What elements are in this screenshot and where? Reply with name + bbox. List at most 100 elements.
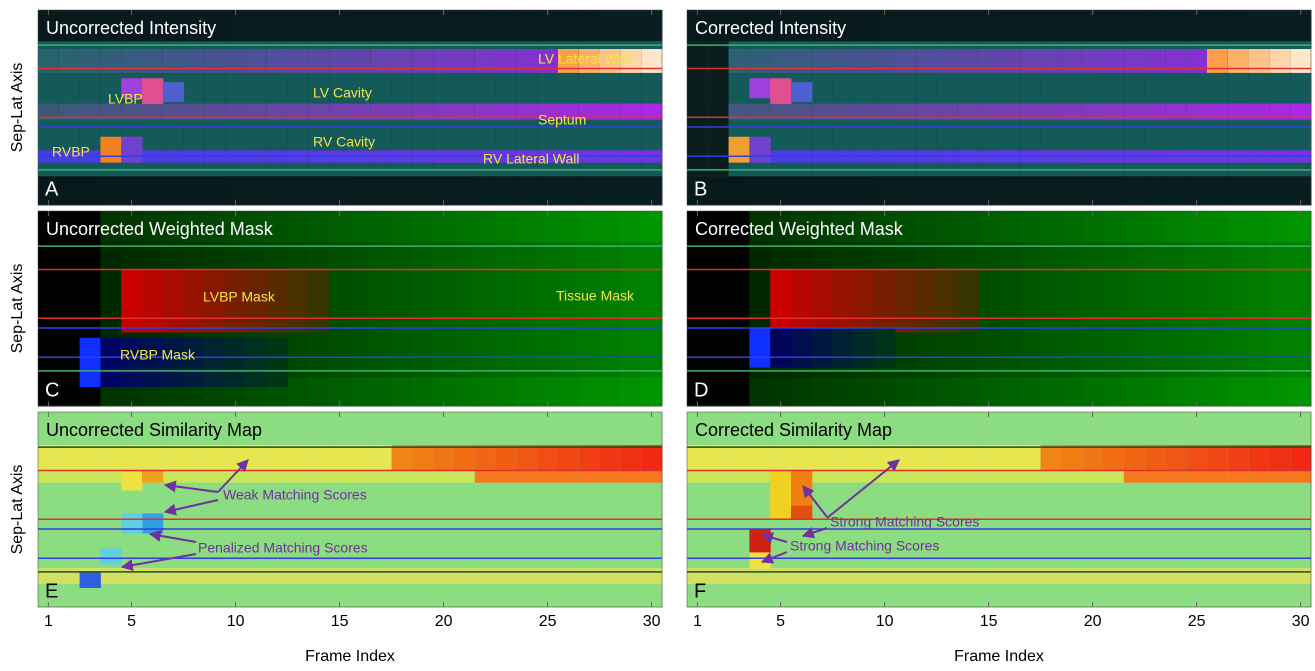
heatmap-cell bbox=[1207, 445, 1228, 471]
heatmap-cell bbox=[225, 338, 246, 387]
heatmap-cell bbox=[38, 471, 59, 483]
heatmap-cell bbox=[999, 445, 1020, 471]
heatmap-cell bbox=[1165, 49, 1186, 73]
heatmap-cell bbox=[1041, 471, 1062, 483]
annotation: Tissue Mask bbox=[556, 288, 635, 304]
heatmap-cell bbox=[1061, 445, 1082, 471]
heatmap-cell bbox=[267, 338, 288, 387]
heatmap-cell bbox=[1249, 471, 1270, 483]
heatmap-cell bbox=[225, 49, 246, 73]
heatmap-cell bbox=[999, 568, 1020, 584]
heatmap-cell bbox=[1020, 49, 1041, 73]
panel-letter: A bbox=[45, 178, 59, 200]
heatmap-cell bbox=[537, 568, 558, 584]
heatmap-cell bbox=[142, 49, 163, 73]
heatmap-cell bbox=[80, 49, 101, 73]
annotation: Weak Matching Scores bbox=[223, 487, 367, 503]
heatmap-cell bbox=[1041, 568, 1062, 584]
heatmap-cell bbox=[1103, 471, 1124, 483]
x-tick-label: 5 bbox=[776, 613, 785, 630]
x-tick-label: 5 bbox=[127, 613, 136, 630]
heatmap-cell bbox=[1290, 568, 1311, 584]
heatmap-cell bbox=[121, 137, 142, 163]
annotation: LV Cavity bbox=[313, 85, 372, 101]
heatmap-cell bbox=[475, 568, 496, 584]
x-axis-label: Frame Index bbox=[305, 648, 395, 665]
heatmap-cell bbox=[204, 338, 225, 387]
heatmap-cell bbox=[1228, 49, 1249, 73]
heatmap-cell bbox=[38, 445, 59, 471]
heatmap-cell bbox=[100, 568, 121, 584]
heatmap-cell bbox=[791, 328, 812, 368]
heatmap-cell bbox=[496, 471, 517, 483]
heatmap-cell bbox=[371, 471, 392, 483]
y-axis-label: Sep-Lat Axis bbox=[9, 63, 26, 153]
heatmap-cell bbox=[163, 82, 184, 102]
heatmap-cell bbox=[1207, 568, 1228, 584]
heatmap-cell bbox=[1124, 568, 1145, 584]
heatmap-cell bbox=[729, 137, 750, 163]
heatmap-cell bbox=[329, 568, 350, 584]
heatmap-cell bbox=[371, 445, 392, 471]
heatmap-cell bbox=[142, 513, 163, 533]
heatmap-cell bbox=[833, 568, 854, 584]
heatmap-cell bbox=[350, 471, 371, 483]
x-tick-label: 1 bbox=[44, 613, 53, 630]
heatmap-cell bbox=[1020, 471, 1041, 483]
heatmap-cell bbox=[957, 471, 978, 483]
heatmap-cell bbox=[1269, 568, 1290, 584]
heatmap-cell bbox=[246, 338, 267, 387]
heatmap-cell bbox=[874, 49, 895, 73]
heatmap-cell bbox=[1103, 445, 1124, 471]
heatmap-cell bbox=[812, 568, 833, 584]
x-tick-label: 10 bbox=[876, 613, 894, 630]
annotation: Strong Matching Scores bbox=[830, 514, 979, 530]
heatmap-cell bbox=[1186, 445, 1207, 471]
heatmap-cell bbox=[770, 568, 791, 584]
heatmap-cell bbox=[1124, 49, 1145, 73]
annotation: RVBP Mask bbox=[120, 347, 196, 363]
heatmap-cell bbox=[100, 338, 121, 387]
heatmap-cell bbox=[288, 471, 309, 483]
figure: Uncorrected IntensityALV Lateral WallLVB… bbox=[0, 0, 1315, 671]
x-tick-label: 15 bbox=[331, 613, 349, 630]
heatmap-cell bbox=[916, 471, 937, 483]
panel-title: Corrected Weighted Mask bbox=[695, 219, 904, 239]
heatmap-cell bbox=[1228, 471, 1249, 483]
heatmap-cell bbox=[1165, 445, 1186, 471]
annotation: LVBP bbox=[108, 91, 143, 107]
heatmap-cell bbox=[749, 529, 770, 553]
heatmap-cell bbox=[163, 270, 184, 333]
heatmap-cell bbox=[184, 445, 205, 471]
heatmap-cell bbox=[516, 471, 537, 483]
heatmap-cell bbox=[308, 445, 329, 471]
panel-letter: D bbox=[694, 379, 708, 401]
heatmap-cell bbox=[895, 49, 916, 73]
heatmap-cell bbox=[516, 445, 537, 471]
heatmap-cell bbox=[749, 328, 770, 368]
heatmap-cell bbox=[1145, 49, 1166, 73]
heatmap-cell bbox=[916, 568, 937, 584]
heatmap-cell bbox=[1145, 568, 1166, 584]
heatmap-cell bbox=[641, 49, 662, 73]
heatmap-cell bbox=[475, 49, 496, 73]
heatmap-cell bbox=[121, 513, 142, 533]
heatmap-cell bbox=[729, 568, 750, 584]
heatmap-cell bbox=[791, 270, 812, 333]
x-tick-label: 25 bbox=[1188, 613, 1206, 630]
heatmap-cell bbox=[1041, 49, 1062, 73]
heatmap-cell bbox=[641, 445, 662, 471]
heatmap-cell bbox=[749, 78, 770, 98]
heatmap-cell bbox=[770, 270, 791, 333]
heatmap-cell bbox=[916, 49, 937, 73]
heatmap bbox=[38, 412, 663, 608]
heatmap-cell bbox=[412, 445, 433, 471]
heatmap-cell bbox=[267, 471, 288, 483]
heatmap-cell bbox=[874, 270, 895, 333]
heatmap-cell bbox=[121, 270, 142, 333]
heatmap-cell bbox=[454, 49, 475, 73]
heatmap-cell bbox=[350, 568, 371, 584]
heatmap-cell bbox=[791, 445, 812, 471]
heatmap-cell bbox=[749, 471, 770, 483]
heatmap-cell bbox=[895, 568, 916, 584]
